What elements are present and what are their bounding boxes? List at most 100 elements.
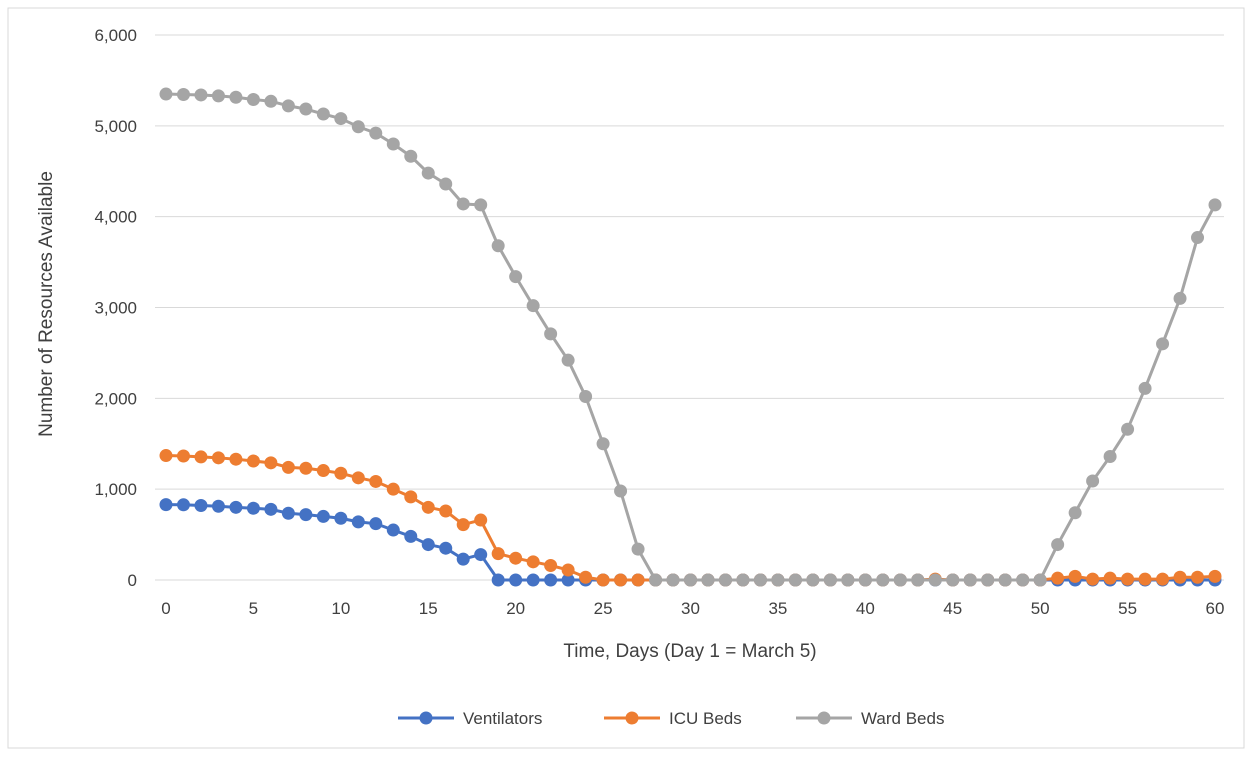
- data-point-icu-beds: [1121, 572, 1135, 586]
- data-point-ward-beds: [736, 573, 750, 587]
- data-point-ventilators: [194, 499, 208, 513]
- data-point-icu-beds: [456, 518, 470, 532]
- data-point-icu-beds: [1051, 571, 1065, 585]
- data-point-icu-beds: [1208, 569, 1222, 583]
- data-point-icu-beds: [299, 461, 313, 475]
- legend-label: Ventilators: [463, 709, 542, 728]
- x-tick-label: 10: [331, 599, 350, 618]
- legend-marker: [817, 711, 831, 725]
- chart-area-border: [7, 7, 1245, 749]
- series-ward-beds: [159, 87, 1222, 587]
- x-axis-ticks: 0 5 10 15 20 25 30 35 40 45 50 55 60: [161, 599, 1224, 618]
- legend-label: ICU Beds: [669, 709, 742, 728]
- data-point-ventilators: [351, 515, 365, 529]
- data-point-ward-beds: [1086, 474, 1100, 488]
- x-tick-label: 5: [249, 599, 258, 618]
- data-point-icu-beds: [264, 456, 278, 470]
- data-point-icu-beds: [526, 555, 540, 569]
- data-point-ventilators: [369, 517, 383, 531]
- y-axis-title: Number of Resources Available: [36, 171, 57, 437]
- data-point-ward-beds: [176, 87, 190, 101]
- data-point-ward-beds: [491, 239, 505, 253]
- legend-marker: [419, 711, 433, 725]
- data-point-ward-beds: [684, 573, 697, 587]
- legend-item-icu-beds: ICU Beds: [604, 709, 742, 728]
- data-point-ward-beds: [753, 573, 767, 587]
- data-point-icu-beds: [176, 449, 190, 463]
- y-axis-ticks: 0 1,000 2,000 3,000 4,000 5,000 6,000: [94, 26, 137, 590]
- data-point-ward-beds: [963, 573, 977, 587]
- data-point-ventilators: [544, 573, 558, 587]
- data-point-ward-beds: [718, 573, 732, 587]
- data-point-ventilators: [334, 511, 348, 525]
- data-point-ward-beds: [1191, 231, 1205, 245]
- y-tick-label: 1,000: [94, 480, 137, 499]
- data-point-ventilators: [316, 509, 330, 523]
- data-point-icu-beds: [509, 551, 523, 565]
- data-point-ward-beds: [194, 88, 208, 102]
- data-point-ward-beds: [351, 120, 365, 134]
- data-point-ventilators: [386, 523, 400, 537]
- data-point-ward-beds: [614, 484, 628, 498]
- data-point-ward-beds: [911, 573, 925, 587]
- data-point-ventilators: [526, 573, 540, 587]
- data-point-icu-beds: [281, 460, 295, 474]
- data-point-ward-beds: [456, 197, 470, 211]
- data-point-ward-beds: [1208, 198, 1222, 212]
- data-point-ward-beds: [806, 573, 820, 587]
- data-point-icu-beds: [1191, 570, 1205, 584]
- data-point-ventilators: [474, 548, 488, 562]
- x-tick-label: 30: [681, 599, 700, 618]
- data-point-ventilators: [299, 508, 313, 522]
- data-point-ward-beds: [666, 573, 680, 587]
- data-point-ventilators: [264, 502, 278, 516]
- data-point-icu-beds: [1086, 572, 1100, 586]
- data-point-ventilators: [229, 500, 243, 514]
- data-point-icu-beds: [596, 573, 610, 587]
- data-point-ward-beds: [823, 573, 837, 587]
- data-point-icu-beds: [491, 547, 505, 561]
- data-point-ward-beds: [1173, 291, 1187, 305]
- data-point-ward-beds: [386, 137, 400, 151]
- data-point-icu-beds: [421, 500, 435, 514]
- data-point-ward-beds: [1068, 506, 1082, 520]
- data-point-icu-beds: [369, 474, 383, 488]
- y-tick-label: 2,000: [94, 389, 137, 408]
- data-point-ward-beds: [1138, 381, 1152, 395]
- data-point-ward-beds: [771, 573, 785, 587]
- data-point-icu-beds: [474, 513, 488, 527]
- data-point-ward-beds: [946, 573, 960, 587]
- x-tick-label: 15: [419, 599, 438, 618]
- x-tick-label: 25: [594, 599, 613, 618]
- data-point-ward-beds: [876, 573, 890, 587]
- data-point-ward-beds: [369, 126, 383, 140]
- data-point-ventilators: [509, 573, 523, 587]
- gridlines: [155, 34, 1224, 581]
- legend: Ventilators ICU Beds Ward Beds: [398, 709, 944, 728]
- data-point-icu-beds: [1156, 572, 1170, 586]
- data-point-ward-beds: [544, 327, 558, 341]
- data-point-icu-beds: [159, 449, 173, 463]
- data-point-ward-beds: [1121, 422, 1135, 436]
- data-point-ward-beds: [316, 107, 330, 121]
- data-point-ventilators: [491, 573, 505, 587]
- data-point-ward-beds: [841, 573, 855, 587]
- data-point-ward-beds: [998, 573, 1012, 587]
- data-point-icu-beds: [351, 471, 365, 485]
- data-point-ward-beds: [649, 573, 663, 587]
- data-point-ventilators: [439, 541, 453, 555]
- y-tick-label: 4,000: [94, 208, 137, 227]
- data-point-ward-beds: [299, 102, 313, 116]
- data-point-icu-beds: [334, 466, 348, 480]
- data-point-icu-beds: [194, 450, 208, 464]
- data-point-icu-beds: [1068, 569, 1082, 583]
- data-point-ward-beds: [526, 299, 540, 313]
- data-point-ventilators: [404, 529, 418, 543]
- data-point-icu-beds: [246, 454, 260, 468]
- data-point-ventilators: [281, 506, 295, 520]
- data-point-ward-beds: [631, 542, 645, 556]
- data-point-icu-beds: [579, 570, 593, 584]
- data-point-ward-beds: [246, 92, 260, 106]
- data-point-ward-beds: [596, 437, 610, 451]
- data-point-ward-beds: [229, 90, 243, 104]
